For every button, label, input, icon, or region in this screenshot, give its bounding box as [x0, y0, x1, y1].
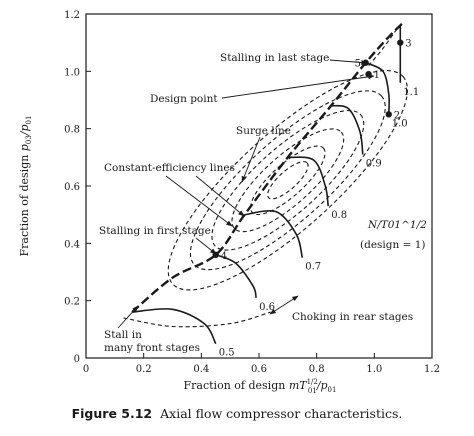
y-tick-label: 0.6: [64, 182, 80, 193]
y-tick-label: 0.8: [64, 125, 80, 136]
efficiency-contour: [189, 90, 386, 271]
operating-point: [397, 39, 404, 46]
operating-point-label: 4: [221, 251, 227, 262]
y-tick-label: 0: [74, 354, 80, 365]
y-tick-label: 0.2: [64, 297, 80, 308]
leader-const-eff-1: [165, 175, 233, 227]
annotation-choking-rear-stages: Choking in rear stages: [292, 311, 413, 323]
operating-point-label: 3: [405, 39, 411, 50]
annotation-constant-efficiency-lines: Constant-efficiency lines: [104, 162, 235, 174]
operating-point-label: 1: [374, 70, 380, 81]
x-tick-label: 0: [83, 364, 89, 375]
annotation-design-equals-one: (design = 1): [360, 239, 426, 251]
speed-line-label: 1.0: [392, 118, 408, 129]
efficiency-contour: [368, 27, 398, 66]
x-tick-label: 1.2: [424, 364, 440, 375]
y-axis-label: Fraction of design p03/p01: [18, 116, 33, 257]
efficiency-contour: [211, 109, 365, 251]
speed-line-label: 0.5: [219, 348, 235, 359]
x-tick-label: 0.4: [193, 364, 209, 375]
leader-design-point: [221, 74, 375, 99]
y-tick-label: 1.0: [64, 67, 80, 78]
leader-const-eff-2: [195, 175, 245, 217]
speed-line: [365, 61, 390, 115]
x-tick-label: 0.2: [136, 364, 152, 375]
compressor-characteristic-chart: 00 0.2 0.2 0.4 0.4 0.6 0.6 0.8 0.8 1.0 1.0 1.2 1.2 0…: [18, 10, 440, 395]
leader-stalling-last: [329, 59, 368, 66]
efficiency-contour: [250, 145, 326, 216]
annotation-stall-many-front-1: Stall in: [104, 329, 142, 341]
speed-line: [215, 254, 257, 299]
speed-line-label: 1.1: [403, 87, 419, 98]
efficiency-contour: [167, 70, 408, 291]
figure-number: Figure 5.12: [71, 406, 153, 421]
leader-surge-line: [241, 136, 261, 183]
operating-point-label: 2: [394, 110, 400, 121]
x-axis-label: Fraction of design mT1/2 01/p01: [184, 378, 337, 395]
x-tick-label: 0.8: [309, 364, 325, 375]
speed-line: [244, 209, 304, 258]
annotation-speed-parameter: N/T01^1/2: [367, 219, 427, 231]
leader-choking-arrow: [269, 295, 299, 315]
annotation-stalling-last-stage: Stalling in last stage: [220, 52, 329, 64]
efficiency-contour: [231, 128, 345, 233]
speed-lines: 0.5 0.6 0.7 0.8 0.9 1.0 1.1: [132, 25, 419, 359]
speed-line-label: 0.7: [305, 262, 321, 273]
speed-line-label: 0.9: [366, 158, 382, 169]
annotation-design-point: Design point: [150, 93, 218, 105]
y-tick-label: 1.2: [64, 10, 80, 21]
speed-line-label: 0.8: [331, 210, 347, 221]
x-tick-label: 0.6: [251, 364, 267, 375]
figure-caption-text: Axial flow compressor characteristics.: [160, 406, 403, 421]
x-tick-label: 1.0: [366, 364, 382, 375]
axis-ticks: 00 0.2 0.2 0.4 0.4 0.6 0.6 0.8 0.8 1.0 1.0 1.2 1.2: [64, 10, 440, 375]
y-tick-label: 0.4: [64, 239, 80, 250]
efficiency-contour: [267, 161, 309, 200]
figure-caption: Figure 5.12 Axial flow compressor charact…: [0, 406, 474, 421]
annotation-surge-line: Surge line: [236, 125, 291, 137]
leader-stalling-first: [195, 237, 217, 255]
speed-line: [330, 104, 364, 155]
operating-point: [385, 111, 392, 118]
operating-point-label: 5: [355, 59, 361, 70]
speed-line-label: 0.6: [259, 302, 275, 313]
speed-line: [132, 308, 217, 345]
speed-line: [287, 156, 329, 207]
efficiency-contour: [123, 311, 271, 328]
leader-stall-many-front: [117, 305, 139, 329]
annotation-stall-many-front-2: many front stages: [104, 342, 200, 354]
efficiency-contours: [123, 27, 408, 328]
annotation-stalling-first-stage: Stalling in first stage: [99, 225, 211, 237]
